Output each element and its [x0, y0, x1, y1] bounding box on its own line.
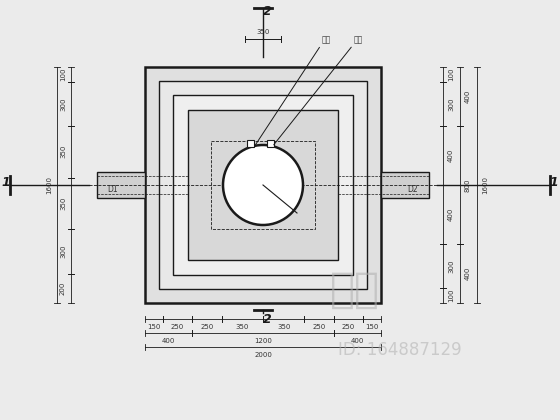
Text: 400: 400: [465, 90, 471, 103]
Text: ID: 164887129: ID: 164887129: [338, 341, 462, 359]
Bar: [188, 110, 338, 260]
Text: 350: 350: [277, 324, 290, 330]
Text: 150: 150: [147, 324, 161, 330]
Bar: [267, 140, 273, 147]
Text: 400: 400: [465, 267, 471, 280]
Text: 250: 250: [200, 324, 213, 330]
Text: 350: 350: [60, 145, 66, 158]
Text: 400: 400: [351, 338, 364, 344]
Bar: [159, 81, 367, 289]
Text: 800: 800: [465, 178, 471, 192]
Text: 100: 100: [448, 289, 454, 302]
Text: 1: 1: [2, 176, 11, 189]
Text: 1600: 1600: [482, 176, 488, 194]
Text: 1: 1: [549, 176, 558, 189]
Text: 350: 350: [256, 29, 270, 35]
Text: 350: 350: [60, 197, 66, 210]
Text: 2000: 2000: [254, 352, 272, 358]
Text: 1600: 1600: [46, 176, 52, 194]
Bar: [173, 95, 353, 275]
Bar: [246, 140, 254, 147]
Text: 100: 100: [448, 68, 454, 81]
Text: 200: 200: [60, 281, 66, 295]
Text: 150: 150: [366, 324, 379, 330]
Text: 盖座: 盖座: [354, 35, 363, 44]
Text: 2: 2: [263, 313, 272, 326]
Text: D1: D1: [108, 186, 118, 194]
Text: 400: 400: [162, 338, 175, 344]
Text: 300: 300: [448, 260, 454, 273]
Circle shape: [223, 145, 303, 225]
Text: 300: 300: [60, 97, 66, 110]
Text: 400: 400: [448, 149, 454, 162]
Text: 2: 2: [263, 5, 272, 18]
Text: 100: 100: [60, 68, 66, 81]
Bar: [145, 67, 381, 303]
Text: 配筋: 配筋: [322, 35, 332, 44]
Text: 1200: 1200: [254, 338, 272, 344]
Text: 知末: 知末: [330, 269, 380, 311]
Bar: [211, 141, 315, 229]
Text: 400: 400: [448, 208, 454, 221]
Bar: [97, 172, 145, 198]
Text: D2: D2: [408, 186, 418, 194]
Text: 300: 300: [448, 97, 454, 110]
Text: 250: 250: [171, 324, 184, 330]
Text: 250: 250: [312, 324, 326, 330]
Bar: [381, 172, 429, 198]
Text: 250: 250: [342, 324, 355, 330]
Text: 350: 350: [236, 324, 249, 330]
Text: 300: 300: [60, 244, 66, 258]
